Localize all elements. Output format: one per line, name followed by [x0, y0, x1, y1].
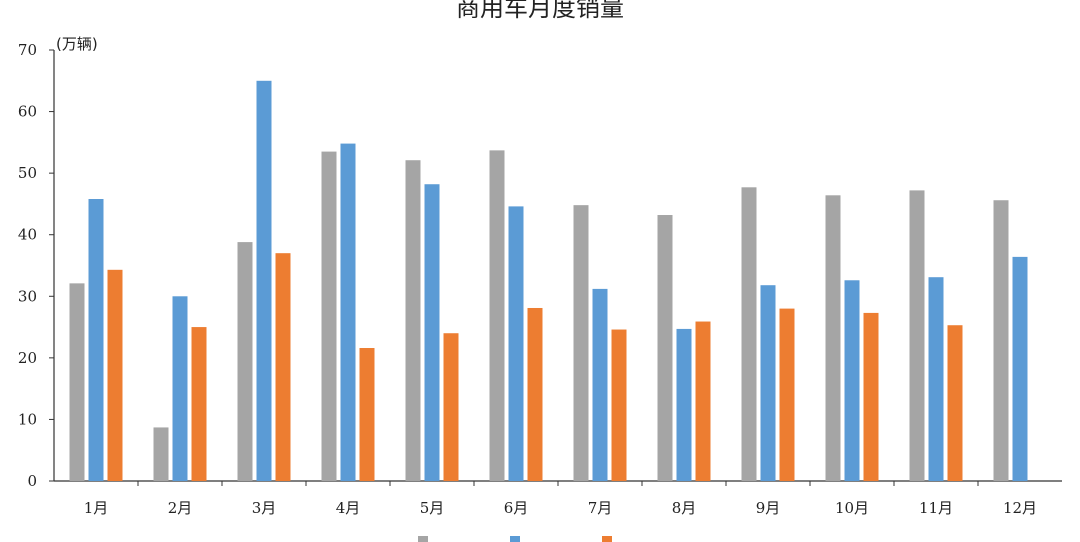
- bar-series2-7月: [592, 288, 608, 481]
- legend-swatch-series3: [602, 536, 612, 542]
- bar-series1-8月: [657, 215, 673, 482]
- bar-series2-1月: [88, 199, 104, 481]
- bar-series2-2月: [172, 296, 188, 481]
- x-tick-label: 9月: [756, 499, 781, 517]
- bar-series1-11月: [909, 190, 925, 481]
- y-tick-label: 40: [18, 226, 37, 244]
- bar-series2-5月: [424, 184, 440, 481]
- legend-swatch-series1: [418, 536, 428, 542]
- bar-series1-9月: [741, 187, 757, 481]
- bar-series3-11月: [947, 325, 963, 481]
- x-tick-label: 1月: [84, 499, 109, 517]
- bar-series1-3月: [237, 242, 253, 481]
- bar-series3-3月: [275, 253, 291, 481]
- bar-series1-10月: [825, 195, 841, 481]
- bar-series2-6月: [508, 206, 524, 482]
- x-tick-label: 11月: [919, 499, 953, 517]
- bar-series2-3月: [256, 80, 272, 482]
- bar-series3-4月: [359, 348, 375, 481]
- legend: [418, 536, 612, 542]
- bar-series2-12月: [1012, 256, 1028, 481]
- y-tick-label: 50: [18, 164, 37, 182]
- bars-group: [69, 80, 1028, 482]
- bar-series1-6月: [489, 150, 505, 481]
- bar-series3-10月: [863, 312, 879, 481]
- x-tick-label: 5月: [420, 499, 445, 517]
- x-tick-label: 2月: [168, 499, 193, 517]
- x-tick-label: 3月: [252, 499, 277, 517]
- x-tick-label: 8月: [672, 499, 697, 517]
- bar-series3-9月: [779, 308, 795, 481]
- bar-series3-2月: [191, 327, 207, 481]
- bar-series1-4月: [321, 151, 337, 482]
- bar-series2-8月: [676, 328, 692, 481]
- bar-series2-9月: [760, 285, 776, 481]
- x-tick-label: 10月: [835, 499, 869, 517]
- bar-series2-10月: [844, 280, 860, 481]
- x-axis-ticks: 1月 2月 3月 4月 5月 6月 7月 8月 9月 10月 11月 12月: [84, 481, 1037, 517]
- bar-series3-7月: [611, 329, 627, 481]
- y-tick-label: 60: [18, 103, 37, 121]
- x-tick-label: 6月: [504, 499, 529, 517]
- bar-series1-2月: [153, 427, 169, 481]
- bar-series2-4月: [340, 143, 356, 482]
- bar-series3-5月: [443, 333, 459, 481]
- y-tick-label: 70: [18, 41, 37, 59]
- y-axis-unit-label: (万辆): [56, 35, 98, 53]
- y-tick-label: 20: [18, 349, 37, 367]
- bar-series1-7月: [573, 205, 589, 481]
- y-tick-label: 10: [18, 410, 37, 428]
- bar-series2-11月: [928, 277, 944, 481]
- bar-series3-1月: [107, 269, 123, 481]
- x-tick-label: 7月: [588, 499, 613, 517]
- x-tick-label: 12月: [1003, 499, 1037, 517]
- chart-title: 商用车月度销量: [456, 0, 624, 22]
- legend-swatch-series2: [510, 536, 520, 542]
- bar-series1-12月: [993, 200, 1009, 481]
- bar-series1-5月: [405, 160, 421, 481]
- bar-series3-6月: [527, 307, 543, 481]
- x-tick-label: 4月: [336, 499, 361, 517]
- bar-series1-1月: [69, 283, 85, 481]
- y-axis-ticks: 0 10 20 30 40 50 60 70: [18, 41, 54, 490]
- y-tick-label: 30: [18, 287, 37, 305]
- y-tick-label: 0: [27, 472, 37, 490]
- bar-series3-8月: [695, 321, 711, 481]
